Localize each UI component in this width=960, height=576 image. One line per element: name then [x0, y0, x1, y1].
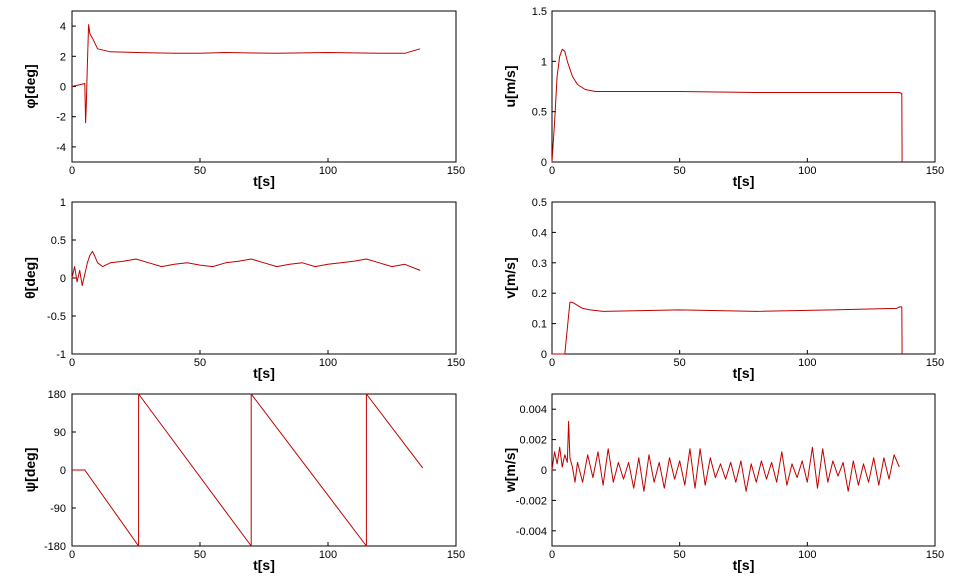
- y-tick-label: -180: [44, 541, 66, 553]
- x-axis-label: t[s]: [253, 173, 275, 189]
- plot-frame-psi: [71, 393, 457, 547]
- chart-panel-u: 0 50 100 150 1.5 1 0.5 0 t[s] u[m/s]: [502, 6, 944, 189]
- y-tick-label: 90: [54, 427, 66, 439]
- y-tick-label: 0: [60, 273, 66, 285]
- x-tick-label: 100: [319, 357, 337, 369]
- y-tick-label: 2: [60, 51, 66, 63]
- y-axis-label: φ[deg]: [22, 64, 38, 108]
- chart-panel-w: 0 50 100 150 0.004 0.002 0 -0.002 -0.004 t[s] w[m/…: [502, 393, 944, 573]
- y-tick-label: 0: [541, 465, 547, 477]
- x-tick-label: 150: [926, 357, 944, 369]
- y-tick-label: 180: [48, 389, 66, 401]
- series-line-phi: [71, 24, 421, 124]
- y-tick-label: 0.3: [532, 258, 547, 270]
- y-tick-label: -0.004: [516, 526, 547, 538]
- y-tick-label: 0: [60, 82, 66, 94]
- y-tick-label: 1: [541, 56, 547, 68]
- x-axis-label: t[s]: [733, 557, 755, 573]
- x-tick-label: 0: [69, 549, 75, 561]
- x-tick-label: 150: [926, 165, 944, 177]
- x-tick-label: 100: [798, 165, 816, 177]
- series-line-v: [552, 301, 903, 355]
- y-tick-label: 0.4: [532, 227, 547, 239]
- chart-panel-psi: 0 50 100 150 180 90 0 -90 -180 t[s] ψ[deg]: [22, 389, 465, 573]
- x-tick-label: 0: [549, 357, 555, 369]
- y-tick-label: 0.1: [532, 319, 547, 331]
- plot-frame-v: [551, 201, 936, 355]
- series-line-psi: [72, 393, 424, 547]
- series-line-w: [551, 420, 900, 492]
- y-axis-label: ψ[deg]: [22, 448, 38, 493]
- x-tick-label: 0: [69, 357, 75, 369]
- y-tick-label: 0.002: [519, 435, 547, 447]
- chart-panel-phi: 0 50 100 150 4 2 0 -2 -4 t[s] φ[deg]: [22, 10, 465, 189]
- y-tick-label: -0.5: [47, 311, 66, 323]
- series-line-theta: [71, 250, 421, 287]
- y-tick-label: -0.002: [516, 495, 547, 507]
- x-tick-label: 0: [549, 165, 555, 177]
- x-tick-label: 0: [69, 165, 75, 177]
- x-tick-label: 150: [447, 165, 465, 177]
- x-tick-label: 150: [447, 549, 465, 561]
- y-tick-label: 0.5: [51, 235, 66, 247]
- y-tick-label: 0.2: [532, 288, 547, 300]
- series-line-u: [551, 48, 903, 163]
- chart-panel-theta: 0 50 100 150 1 0.5 0 -0.5 -1 t[s] θ[deg]: [22, 197, 465, 381]
- y-tick-label: -1: [56, 349, 66, 361]
- x-tick-label: 50: [194, 549, 206, 561]
- y-tick-label: 1.5: [532, 6, 547, 18]
- y-tick-label: 0: [541, 349, 547, 361]
- x-tick-label: 50: [194, 165, 206, 177]
- x-tick-label: 100: [798, 549, 816, 561]
- y-axis-label: w[m/s]: [502, 448, 518, 493]
- y-tick-label: -4: [56, 142, 66, 154]
- plot-frame-phi: [71, 10, 457, 163]
- plot-frame-w: [551, 393, 936, 547]
- x-tick-label: 50: [194, 357, 206, 369]
- x-tick-label: 50: [674, 165, 686, 177]
- y-axis-label: θ[deg]: [22, 257, 38, 299]
- x-tick-label: 150: [926, 549, 944, 561]
- y-tick-label: 0.5: [532, 107, 547, 119]
- x-tick-label: 50: [674, 357, 686, 369]
- x-tick-label: 0: [549, 549, 555, 561]
- chart-panel-v: 0 50 100 150 0.5 0.4 0.3 0.2 0.1 0 t[s] v[m/s]: [502, 197, 944, 381]
- plot-frame-u: [551, 10, 936, 163]
- x-axis-label: t[s]: [253, 365, 275, 381]
- x-tick-label: 100: [319, 549, 337, 561]
- y-tick-label: 1: [60, 197, 66, 209]
- y-tick-label: 4: [60, 21, 66, 33]
- x-axis-label: t[s]: [253, 557, 275, 573]
- plot-frame-theta: [71, 201, 457, 355]
- x-axis-label: t[s]: [733, 365, 755, 381]
- y-tick-label: 0: [541, 157, 547, 169]
- x-tick-label: 100: [798, 357, 816, 369]
- y-tick-label: -90: [50, 503, 66, 515]
- x-tick-label: 50: [674, 549, 686, 561]
- y-tick-label: 0: [60, 465, 66, 477]
- x-tick-label: 150: [447, 357, 465, 369]
- y-axis-label: u[m/s]: [502, 66, 518, 108]
- y-tick-label: 0.5: [532, 197, 547, 209]
- x-axis-label: t[s]: [733, 173, 755, 189]
- x-tick-label: 100: [319, 165, 337, 177]
- y-tick-label: 0.004: [519, 404, 547, 416]
- y-axis-label: v[m/s]: [502, 257, 518, 298]
- y-tick-label: -2: [56, 112, 66, 124]
